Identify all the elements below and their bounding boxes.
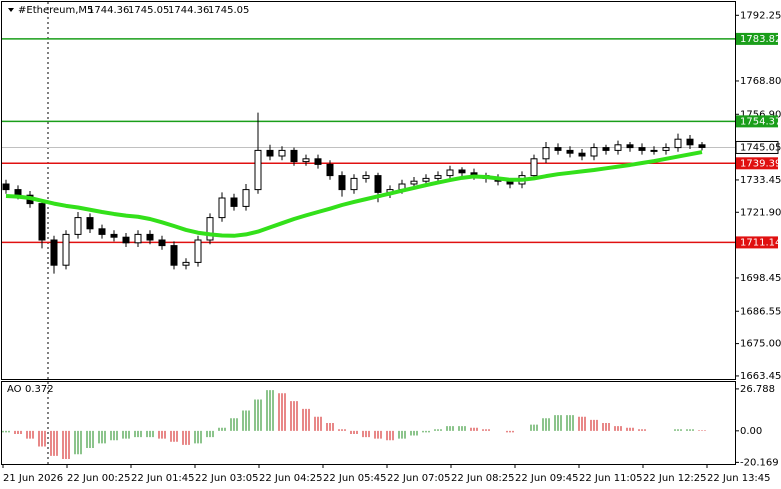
x-tick-label: 22 Jun 03:05 bbox=[195, 473, 259, 484]
candle-body bbox=[446, 169, 454, 177]
candle-body bbox=[86, 217, 94, 230]
x-tick-label: 22 Jun 05:45 bbox=[323, 473, 387, 484]
ao-y-tick-label: 0.00 bbox=[740, 426, 762, 437]
chart-title: #Ethereum,M5 bbox=[18, 5, 93, 16]
candle-body bbox=[686, 138, 694, 146]
candle-body bbox=[14, 189, 22, 196]
header-value: 1745.05 bbox=[208, 5, 249, 16]
candle-body bbox=[590, 147, 598, 157]
ao-frame bbox=[1, 381, 736, 465]
candle-body bbox=[422, 177, 430, 182]
candle-body bbox=[362, 175, 370, 179]
y-tick-label: 1721.90 bbox=[740, 207, 781, 218]
candle-body bbox=[242, 189, 250, 207]
y-tick-label: 1675.00 bbox=[740, 339, 781, 350]
candle-body bbox=[182, 261, 190, 266]
candle-body bbox=[434, 175, 442, 179]
ao-title: AO bbox=[7, 384, 22, 395]
candle-body bbox=[122, 236, 130, 244]
y-tick-label: 1698.45 bbox=[740, 273, 781, 284]
candle-body bbox=[542, 147, 550, 160]
candle-body bbox=[50, 239, 58, 266]
candle-body bbox=[278, 149, 286, 157]
y-tick-label: 1792.25 bbox=[740, 10, 781, 21]
candle-body bbox=[266, 149, 274, 157]
candle-body bbox=[2, 183, 10, 191]
ao-y-tick-label: 26.788 bbox=[740, 384, 775, 395]
candle-body bbox=[554, 147, 562, 151]
candle-body bbox=[98, 228, 106, 235]
y-tick-label: 1756.90 bbox=[740, 109, 781, 120]
candle-body bbox=[626, 144, 634, 149]
candle-body bbox=[326, 163, 334, 177]
current-price-label: 1745.05 bbox=[740, 142, 781, 153]
x-tick-label: 21 Jun 2026 bbox=[3, 473, 63, 484]
moving-average bbox=[5, 150, 703, 238]
candle-body bbox=[650, 149, 658, 152]
y-tick-label: 1686.55 bbox=[740, 306, 781, 317]
candle-body bbox=[698, 144, 706, 148]
candle-body bbox=[458, 169, 466, 174]
x-tick-label: 22 Jun 01:45 bbox=[131, 473, 195, 484]
candle-body bbox=[314, 158, 322, 165]
ao-y-tick-label: -20.169 bbox=[740, 457, 779, 468]
candle-body bbox=[74, 217, 82, 235]
candle-body bbox=[302, 158, 310, 163]
candle-body bbox=[350, 177, 358, 191]
level-label: 1754.37 bbox=[740, 116, 781, 127]
y-tick-label: 1768.80 bbox=[740, 76, 781, 87]
y-tick-label: 1733.45 bbox=[740, 175, 781, 186]
header-value: 1745.05 bbox=[128, 5, 169, 16]
candle-body bbox=[638, 147, 646, 151]
candle-body bbox=[158, 239, 166, 247]
header-value: 1744.36 bbox=[88, 5, 129, 16]
candle-body bbox=[410, 180, 418, 185]
level-box bbox=[736, 32, 778, 45]
candle-body bbox=[38, 203, 46, 241]
candle-body bbox=[338, 175, 346, 191]
current-price-box bbox=[735, 140, 779, 154]
candle-body bbox=[578, 152, 586, 157]
candle-body bbox=[602, 147, 610, 151]
level-box bbox=[736, 115, 778, 128]
x-tick-label: 22 Jun 12:25 bbox=[643, 473, 707, 484]
x-tick-label: 22 Jun 11:05 bbox=[579, 473, 643, 484]
candle-body bbox=[146, 233, 154, 241]
candle-body bbox=[134, 233, 142, 244]
level-box bbox=[736, 157, 778, 170]
level-label: 1783.82 bbox=[740, 34, 781, 45]
candle-body bbox=[566, 149, 574, 154]
candle-body bbox=[374, 175, 382, 193]
menu-arrow bbox=[8, 8, 14, 12]
candle-body bbox=[62, 233, 70, 266]
header-value: 1744.36 bbox=[168, 5, 209, 16]
candle-body bbox=[662, 147, 670, 151]
candle-body bbox=[530, 158, 538, 177]
y-tick-label: 1663.45 bbox=[740, 371, 781, 382]
level-label: 1711.14 bbox=[740, 237, 781, 248]
candle-body bbox=[206, 217, 214, 241]
candle-body bbox=[254, 149, 262, 191]
level-box bbox=[736, 236, 778, 249]
candle-body bbox=[170, 245, 178, 266]
candle-body bbox=[218, 197, 226, 219]
main-frame bbox=[1, 1, 736, 380]
candle-body bbox=[290, 149, 298, 163]
x-tick-label: 22 Jun 00:25 bbox=[67, 473, 131, 484]
candle-body bbox=[230, 197, 238, 207]
x-tick-label: 22 Jun 13:45 bbox=[707, 473, 771, 484]
candle-body bbox=[194, 239, 202, 263]
ao-value: 0.372 bbox=[25, 384, 54, 395]
candle-body bbox=[614, 144, 622, 151]
x-tick-label: 22 Jun 08:25 bbox=[451, 473, 515, 484]
x-tick-label: 22 Jun 07:05 bbox=[387, 473, 451, 484]
level-label: 1739.39 bbox=[740, 158, 781, 169]
candle-body bbox=[674, 138, 682, 149]
x-tick-label: 22 Jun 04:25 bbox=[259, 473, 323, 484]
candle-body bbox=[110, 233, 118, 238]
x-tick-label: 22 Jun 09:45 bbox=[515, 473, 579, 484]
